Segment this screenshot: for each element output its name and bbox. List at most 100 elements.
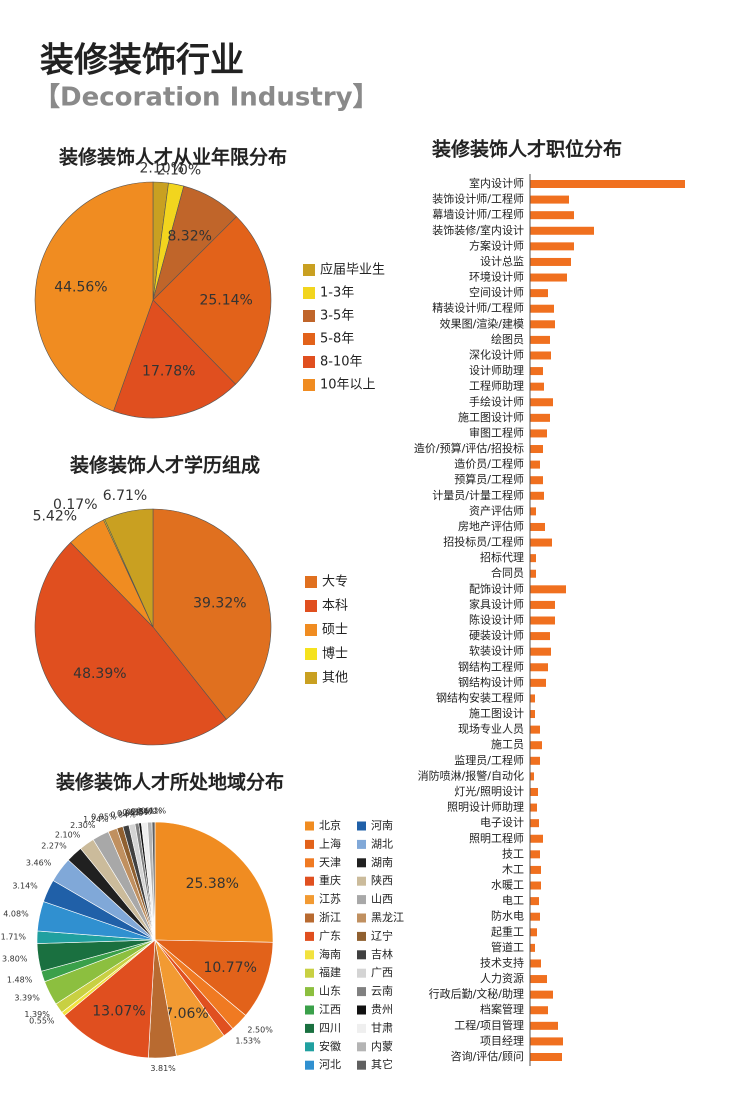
- value-label: 0.52%: [122, 808, 148, 817]
- bar: [530, 304, 554, 313]
- category-label: 档案管理: [480, 1002, 524, 1016]
- bar: [530, 710, 535, 719]
- pie-slice: [104, 508, 154, 628]
- value-label: 0.41%: [141, 807, 167, 816]
- value-label: 17.78%: [142, 363, 195, 379]
- legend-swatch: [357, 1023, 366, 1033]
- category-label: 起重工: [491, 924, 524, 938]
- category-label: 现场专业人员: [458, 722, 524, 736]
- legend-label: 云南: [371, 985, 393, 998]
- bar: [530, 600, 555, 609]
- legend-label: 其他: [322, 671, 348, 686]
- legend-swatch: [357, 1042, 366, 1052]
- legend-label: 河北: [319, 1058, 341, 1071]
- bar: [530, 211, 574, 220]
- value-label: 10.77%: [203, 960, 256, 976]
- category-label: 施工图设计师: [458, 411, 524, 424]
- value-label: 1.48%: [7, 975, 33, 984]
- bar: [530, 881, 541, 890]
- bar: [530, 1037, 563, 1046]
- chart-title: 装修装饰人才所处地域分布: [55, 771, 284, 794]
- legend-swatch: [305, 931, 314, 941]
- category-label: 施工图设计: [469, 707, 524, 720]
- legend-label: 黑龙江: [371, 911, 404, 924]
- chart-title: 装修装饰人才学历组成: [69, 454, 260, 477]
- legend-label: 3-5年: [320, 309, 354, 324]
- legend-swatch: [305, 1005, 314, 1015]
- value-label: 6.71%: [103, 488, 147, 504]
- category-label: 消防喷淋/报警/自动化: [418, 768, 524, 782]
- value-label: 3.81%: [150, 1064, 176, 1073]
- value-label: 0.55%: [29, 1016, 55, 1025]
- legend-label: 博士: [322, 647, 348, 662]
- category-label: 管道工: [491, 940, 524, 954]
- category-label: 招标代理: [480, 550, 524, 564]
- category-label: 方案设计师: [469, 238, 524, 252]
- bar: [530, 959, 541, 968]
- category-label: 幕墙设计师/工程师: [432, 207, 524, 221]
- legend-label: 浙江: [319, 911, 341, 924]
- pie-slice: [152, 508, 272, 720]
- bar: [530, 943, 535, 952]
- legend-label: 10年以上: [320, 378, 376, 393]
- legend-label: 江西: [319, 1003, 341, 1016]
- category-label: 技工: [502, 847, 524, 860]
- category-label: 照明工程师: [469, 832, 524, 845]
- legend-label: 重庆: [319, 873, 341, 887]
- legend-swatch: [305, 1060, 314, 1070]
- legend-label: 海南: [319, 947, 341, 961]
- value-label: 2.27%: [41, 841, 67, 850]
- value-label: 0.84%: [117, 809, 143, 818]
- legend-swatch: [303, 379, 315, 391]
- bar: [530, 382, 544, 391]
- legend-label: 甘肃: [371, 1021, 393, 1034]
- legend-swatch: [305, 968, 314, 978]
- legend-swatch: [357, 821, 366, 831]
- legend-swatch: [303, 287, 315, 299]
- bar: [530, 725, 540, 734]
- value-label: 1.71%: [1, 933, 27, 942]
- bar: [530, 741, 542, 750]
- value-label: 2.50%: [247, 1026, 273, 1035]
- legend-swatch: [305, 950, 314, 960]
- legend-label: 5-8年: [320, 332, 354, 347]
- legend-swatch: [357, 931, 366, 941]
- bar: [530, 460, 540, 469]
- pie-slice: [113, 299, 237, 419]
- value-label: 3.46%: [26, 859, 52, 868]
- value-label: 2.10%: [55, 830, 81, 839]
- bar: [530, 429, 547, 438]
- legend-label: 其它: [371, 1057, 393, 1071]
- category-label: 绘图员: [491, 332, 524, 346]
- legend-swatch: [303, 356, 315, 368]
- category-label: 预算员/工程师: [454, 472, 524, 486]
- value-label: 39.32%: [193, 596, 246, 612]
- legend-swatch: [357, 1060, 366, 1070]
- value-label: 2.10%: [157, 163, 201, 179]
- bar: [530, 522, 545, 531]
- category-label: 钢结构工程师: [458, 659, 524, 673]
- bar: [530, 850, 540, 859]
- legend-label: 山西: [371, 893, 393, 906]
- value-label: 1.24%: [83, 815, 109, 824]
- bar: [530, 678, 546, 687]
- bar: [530, 476, 543, 485]
- legend-swatch: [305, 821, 314, 831]
- pie-slice: [63, 939, 156, 1059]
- category-label: 咨询/评估/顾问: [451, 1049, 524, 1063]
- bar: [530, 897, 539, 906]
- chart-title: 装修装饰人才职位分布: [431, 138, 622, 161]
- category-label: 项目经理: [480, 1034, 524, 1047]
- bar: [530, 912, 540, 921]
- category-label: 手绘设计师: [469, 394, 524, 408]
- category-label: 造价员/工程师: [454, 457, 524, 471]
- value-label: 0.84%: [131, 807, 157, 816]
- value-label: 48.39%: [73, 666, 126, 682]
- bar: [530, 242, 574, 251]
- legend-swatch: [357, 1005, 366, 1015]
- pie-slice: [34, 181, 154, 412]
- bar: [530, 320, 555, 329]
- category-label: 防水电: [491, 909, 524, 923]
- legend-label: 1-3年: [320, 286, 354, 301]
- bar: [530, 351, 551, 360]
